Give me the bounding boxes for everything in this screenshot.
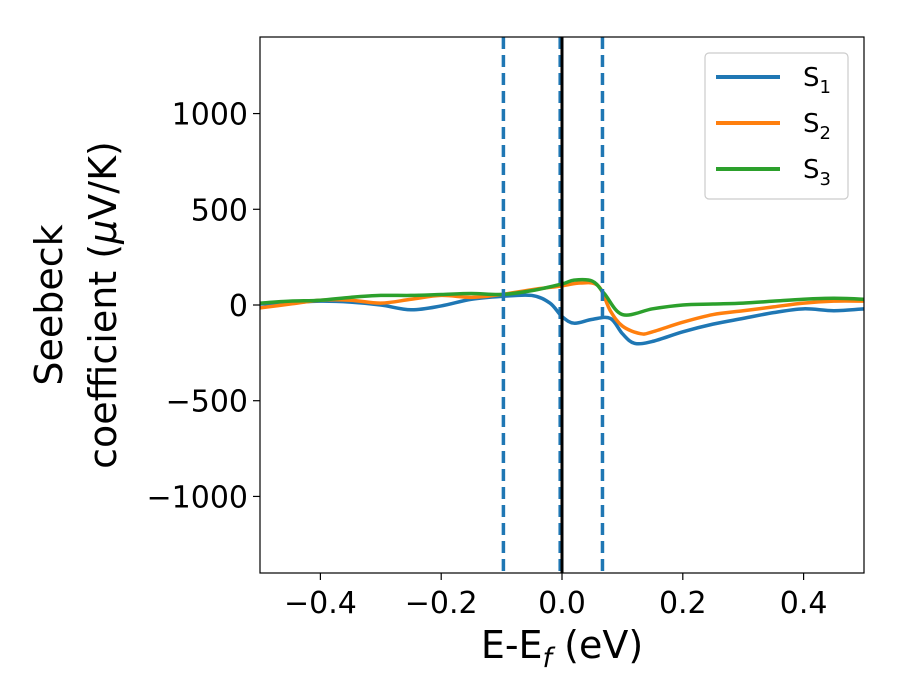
y-axis-label-prefix: coefficient (: [81, 244, 125, 469]
x-tick-label: −0.4: [284, 586, 357, 621]
y-axis-label-mu: μ: [81, 220, 125, 245]
x-tick-label: 0.4: [780, 586, 828, 621]
y-axis-label-line1: Seebeck: [27, 224, 71, 385]
y-axis-label-suffix: V/K): [81, 141, 125, 220]
x-tick-label: 0.0: [538, 586, 586, 621]
legend: S1 S2 S3: [704, 52, 849, 200]
series-line-s1: [260, 293, 864, 346]
x-axis-label: E-Ef (eV): [481, 623, 643, 674]
y-tick-label: −500: [166, 385, 248, 420]
series-line-s3: [260, 277, 864, 317]
y-tick-label: 0: [229, 289, 248, 324]
legend-box: [704, 52, 849, 200]
legend-label-s1: S1: [803, 63, 831, 98]
y-axis-label-line2: coefficient (μV/K): [81, 141, 125, 469]
series-line-s2: [260, 280, 864, 336]
x-axis-label-main: E-E: [481, 623, 543, 667]
x-tick-label: 0.2: [659, 586, 707, 621]
x-axis-label-tail: (eV): [552, 623, 643, 667]
legend-label-s3: S3: [803, 155, 831, 190]
legend-label-s2: S2: [803, 109, 831, 144]
y-tick-label: 500: [191, 193, 248, 228]
y-tick-label: 1000: [172, 98, 248, 133]
x-tick-label: −0.2: [405, 586, 478, 621]
y-tick-label: −1000: [147, 480, 248, 515]
